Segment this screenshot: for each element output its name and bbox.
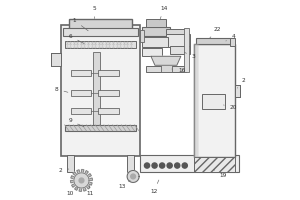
Bar bbox=[170, 46, 190, 54]
Text: 12: 12 bbox=[150, 180, 159, 194]
Text: 13: 13 bbox=[118, 180, 130, 189]
Polygon shape bbox=[73, 172, 77, 176]
Polygon shape bbox=[88, 182, 92, 185]
Polygon shape bbox=[131, 174, 136, 179]
Bar bbox=[146, 66, 186, 72]
Bar bbox=[69, 19, 132, 28]
Bar bbox=[166, 29, 186, 34]
Bar bbox=[70, 108, 92, 114]
Text: 11: 11 bbox=[87, 185, 94, 196]
Text: 3: 3 bbox=[184, 52, 196, 59]
Polygon shape bbox=[89, 178, 92, 180]
Bar bbox=[184, 28, 189, 72]
Bar bbox=[63, 28, 138, 36]
Text: 22: 22 bbox=[209, 27, 221, 38]
Bar bbox=[194, 44, 236, 157]
Polygon shape bbox=[79, 178, 84, 183]
Bar bbox=[196, 38, 233, 44]
Circle shape bbox=[152, 163, 157, 168]
Text: 5: 5 bbox=[92, 6, 96, 19]
Polygon shape bbox=[71, 176, 75, 179]
Polygon shape bbox=[74, 173, 89, 188]
Polygon shape bbox=[87, 174, 91, 177]
Text: 1: 1 bbox=[73, 18, 88, 31]
Circle shape bbox=[160, 163, 165, 168]
Polygon shape bbox=[77, 170, 80, 174]
Circle shape bbox=[144, 163, 150, 168]
Bar bbox=[140, 155, 239, 172]
Bar bbox=[70, 90, 92, 96]
Polygon shape bbox=[151, 56, 181, 65]
Bar bbox=[61, 25, 140, 156]
Bar bbox=[98, 108, 119, 114]
Polygon shape bbox=[79, 188, 82, 191]
Bar bbox=[166, 34, 190, 47]
Circle shape bbox=[167, 163, 172, 168]
Bar bbox=[64, 125, 136, 131]
Bar bbox=[98, 90, 119, 96]
Bar bbox=[230, 38, 236, 46]
Text: 9: 9 bbox=[69, 118, 84, 127]
Text: 10: 10 bbox=[67, 187, 77, 196]
Bar bbox=[142, 27, 170, 36]
Bar bbox=[146, 19, 166, 27]
Bar bbox=[64, 41, 136, 48]
Text: 2: 2 bbox=[59, 168, 69, 173]
Text: 4: 4 bbox=[226, 34, 235, 41]
Bar bbox=[202, 94, 226, 109]
Text: 16: 16 bbox=[172, 68, 185, 73]
Text: 6: 6 bbox=[69, 34, 84, 43]
Bar bbox=[236, 85, 240, 97]
Bar bbox=[142, 48, 162, 56]
Polygon shape bbox=[75, 186, 78, 190]
Bar bbox=[140, 30, 144, 42]
Polygon shape bbox=[70, 180, 74, 183]
Text: 8: 8 bbox=[55, 87, 68, 92]
Circle shape bbox=[182, 163, 187, 168]
Polygon shape bbox=[83, 187, 86, 191]
Bar bbox=[98, 70, 119, 76]
Bar bbox=[194, 157, 236, 171]
Bar bbox=[67, 155, 73, 172]
Bar bbox=[161, 65, 172, 72]
Bar bbox=[127, 155, 134, 172]
Polygon shape bbox=[127, 171, 139, 182]
Polygon shape bbox=[72, 184, 76, 187]
Circle shape bbox=[175, 163, 180, 168]
Bar bbox=[142, 37, 168, 47]
Bar bbox=[93, 52, 100, 125]
Bar bbox=[70, 70, 92, 76]
Text: 20: 20 bbox=[224, 105, 237, 110]
Text: 19: 19 bbox=[214, 170, 227, 178]
Polygon shape bbox=[82, 170, 84, 173]
Bar bbox=[51, 53, 61, 66]
Polygon shape bbox=[85, 171, 88, 175]
Text: 14: 14 bbox=[160, 6, 168, 20]
Text: 2: 2 bbox=[237, 78, 245, 88]
Polygon shape bbox=[86, 185, 90, 189]
